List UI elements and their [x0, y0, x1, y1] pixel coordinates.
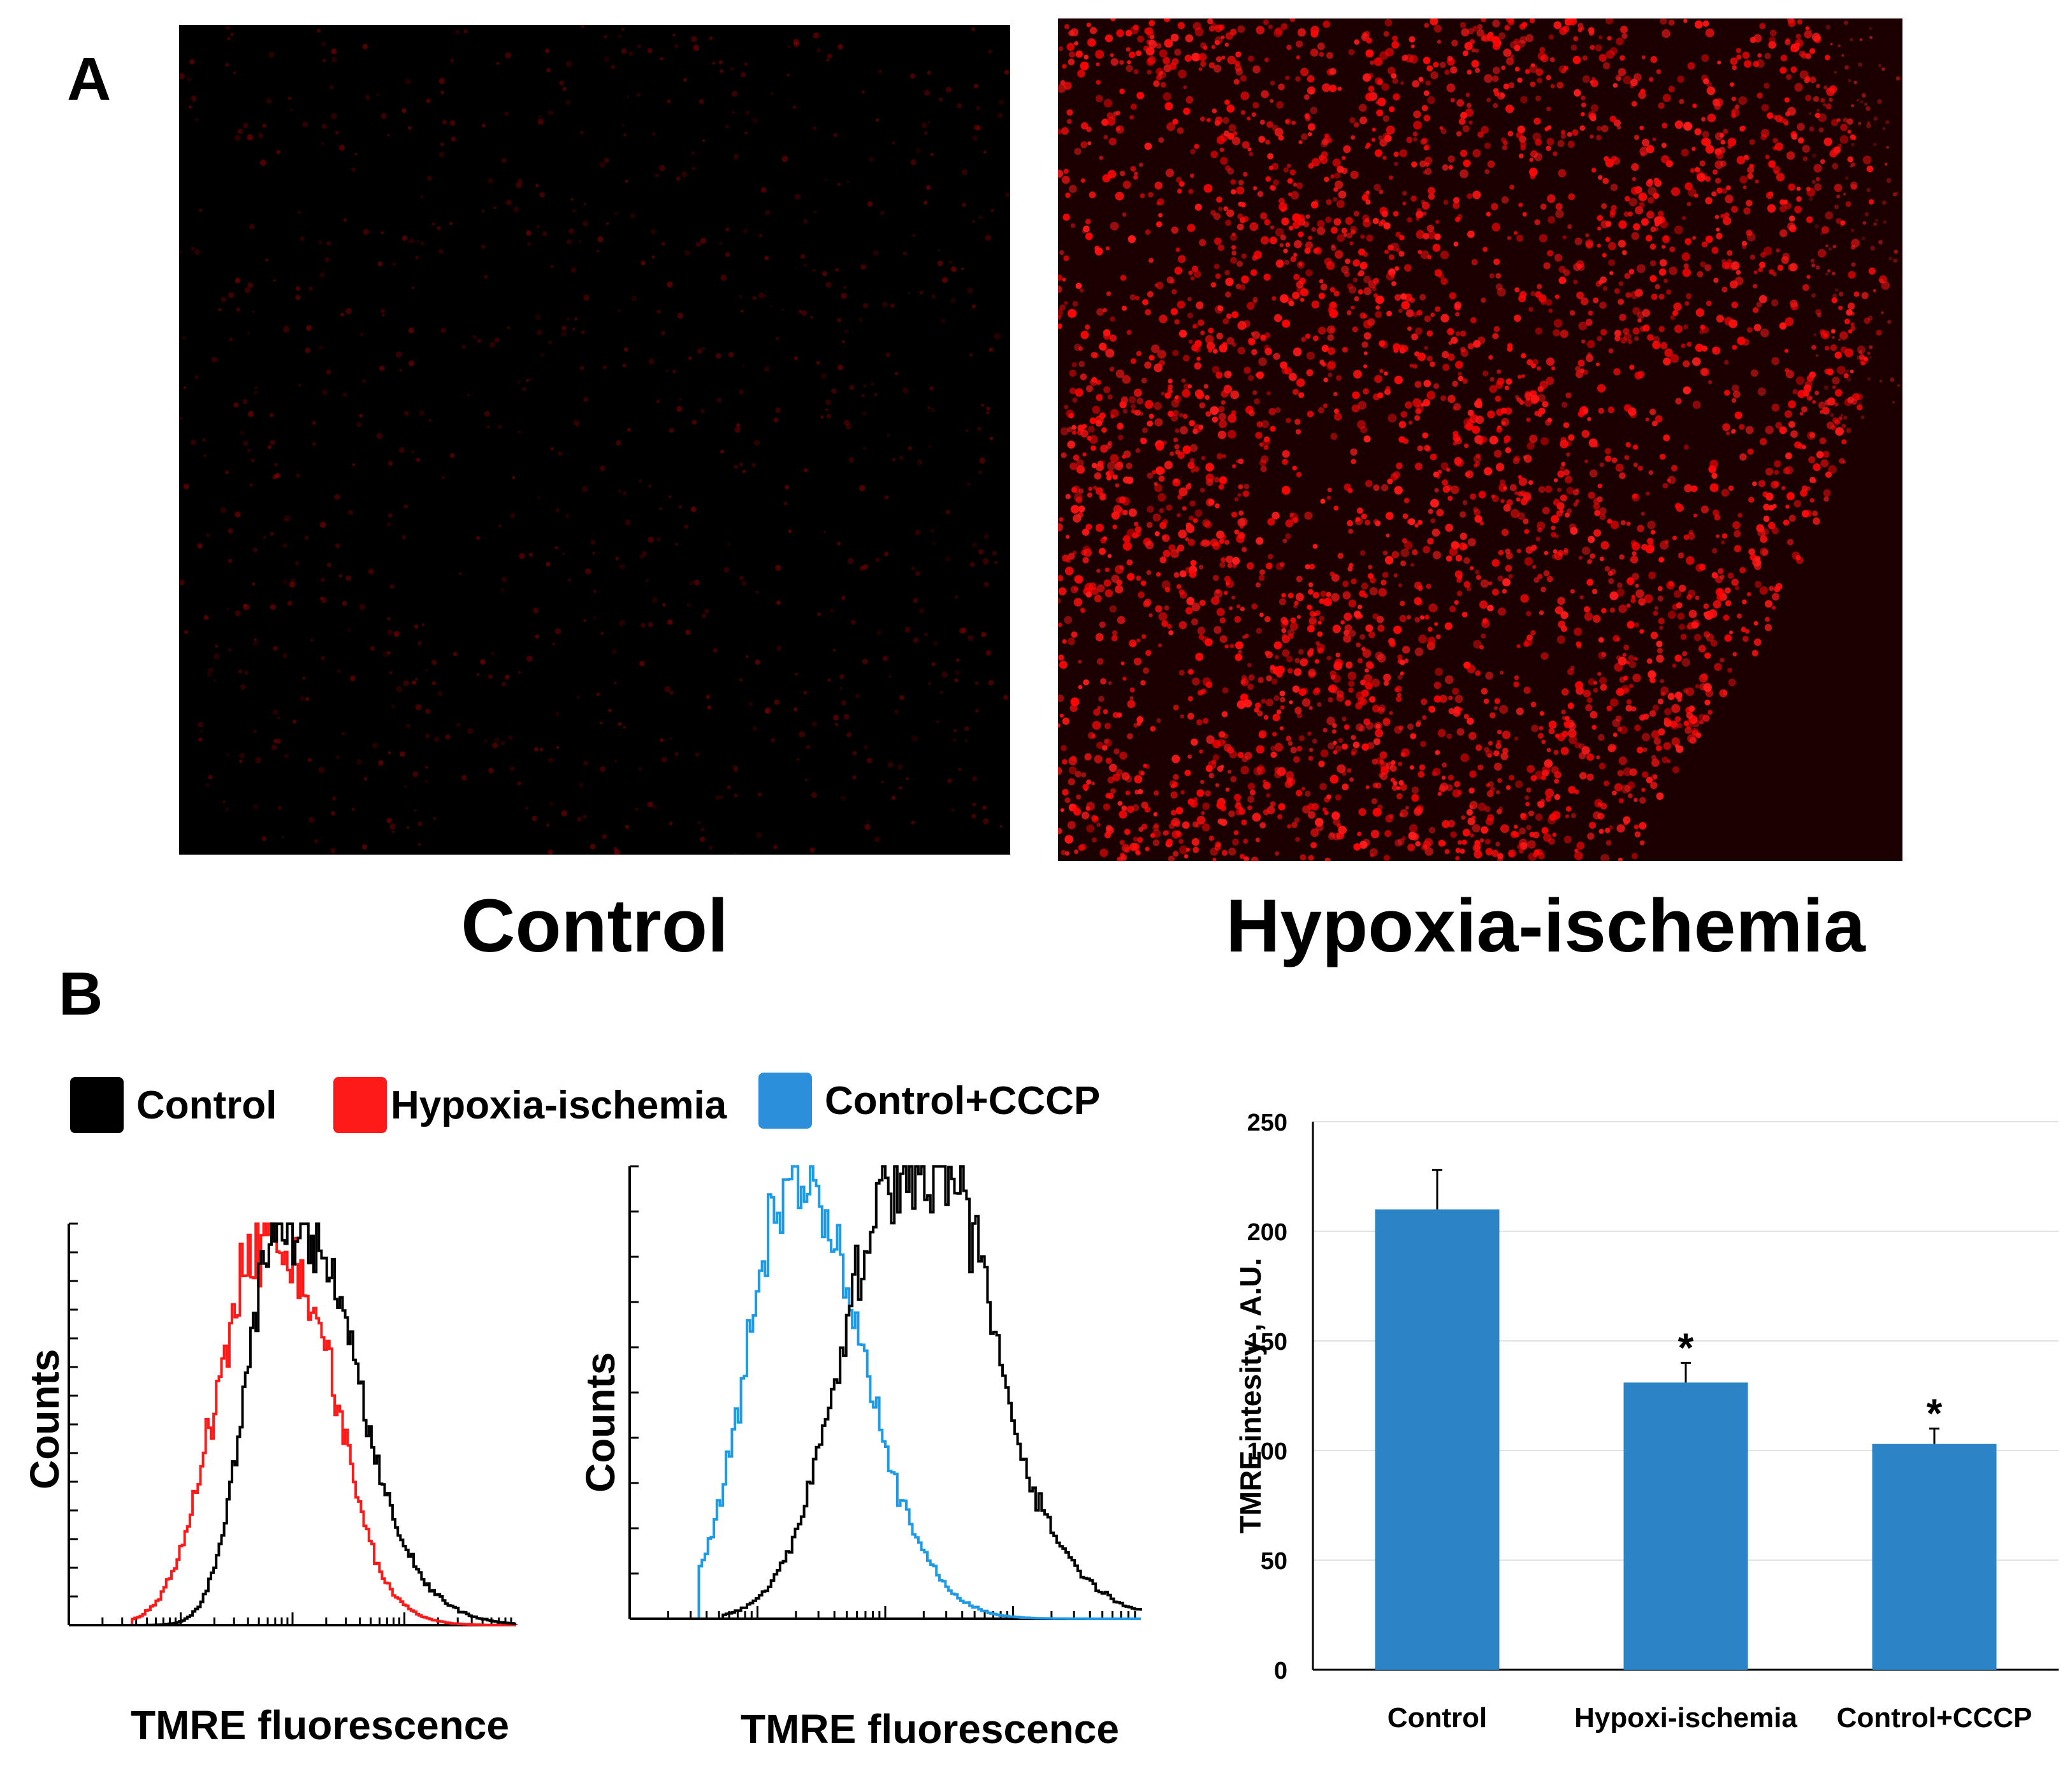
category-label-1: Hypoxi-ischemia [1574, 1702, 1797, 1733]
category-label-0: Control [1387, 1702, 1487, 1733]
hypoxia-caption: Hypoxia-ischemia [1226, 884, 1866, 968]
hist2-cccp-curve [630, 1165, 1141, 1620]
bar-0 [1375, 1209, 1500, 1670]
hypoxia-micrograph [1058, 18, 1902, 861]
legend-control-swatch [70, 1077, 124, 1133]
control-caption: Control [461, 884, 728, 968]
control-micrograph-dots [179, 25, 1010, 855]
y-tick-label: 200 [1247, 1219, 1287, 1246]
legend-hypoxia: Hypoxia-ischemia [333, 1077, 727, 1133]
tmre-bar-chart: 0 50 100 150 200 250 TMRE intesity , A.U. Contr… [1234, 1110, 2059, 1733]
histogram-2-ylabel: Counts [577, 1352, 623, 1493]
legend-hypoxia-swatch [333, 1077, 387, 1133]
hist2-control-curve [630, 1165, 1142, 1620]
histogram-1-xlabel: TMRE fluorescence [131, 1702, 509, 1748]
hypoxia-micrograph-dots [1058, 18, 1902, 861]
control-micrograph [179, 25, 1010, 855]
significance-mark-1: * [1678, 1324, 1694, 1370]
y-tick-label: 50 [1261, 1548, 1287, 1575]
bar-2 [1872, 1444, 1997, 1670]
legend-cccp-label: Control+CCCP [825, 1078, 1101, 1123]
histogram-2-xlabel: TMRE fluorescence [741, 1706, 1119, 1752]
legend-cccp-swatch [758, 1073, 812, 1129]
hist1-control-curve [69, 1222, 516, 1626]
y-tick-label: 150 [1247, 1329, 1287, 1356]
y-tick-label: 250 [1247, 1110, 1287, 1136]
category-label-2: Control+CCCP [1837, 1702, 2032, 1733]
y-tick-label: 0 [1274, 1658, 1287, 1684]
histogram-1-plot [68, 1222, 518, 1626]
legend-hypoxia-label: Hypoxia-ischemia [391, 1083, 727, 1127]
histogram-2 [618, 1141, 1179, 1702]
histogram-1-ylabel: Counts [22, 1349, 68, 1489]
panel-b-label: B [59, 960, 103, 1028]
histogram-2-plot [628, 1165, 1142, 1620]
bar-y-label: TMRE intesity , A.U. [1234, 1258, 1267, 1534]
legend-control: Control [70, 1077, 277, 1133]
panel-a-label: A [67, 45, 112, 113]
hist1-hypoxia-curve [69, 1222, 518, 1626]
bar-1 [1623, 1382, 1748, 1670]
legend-cccp: Control+CCCP [758, 1073, 1100, 1129]
histogram-1 [57, 1198, 554, 1702]
y-tick-label: 100 [1247, 1438, 1287, 1465]
significance-mark-2: * [1927, 1391, 1943, 1436]
legend-control-label: Control [136, 1083, 277, 1127]
